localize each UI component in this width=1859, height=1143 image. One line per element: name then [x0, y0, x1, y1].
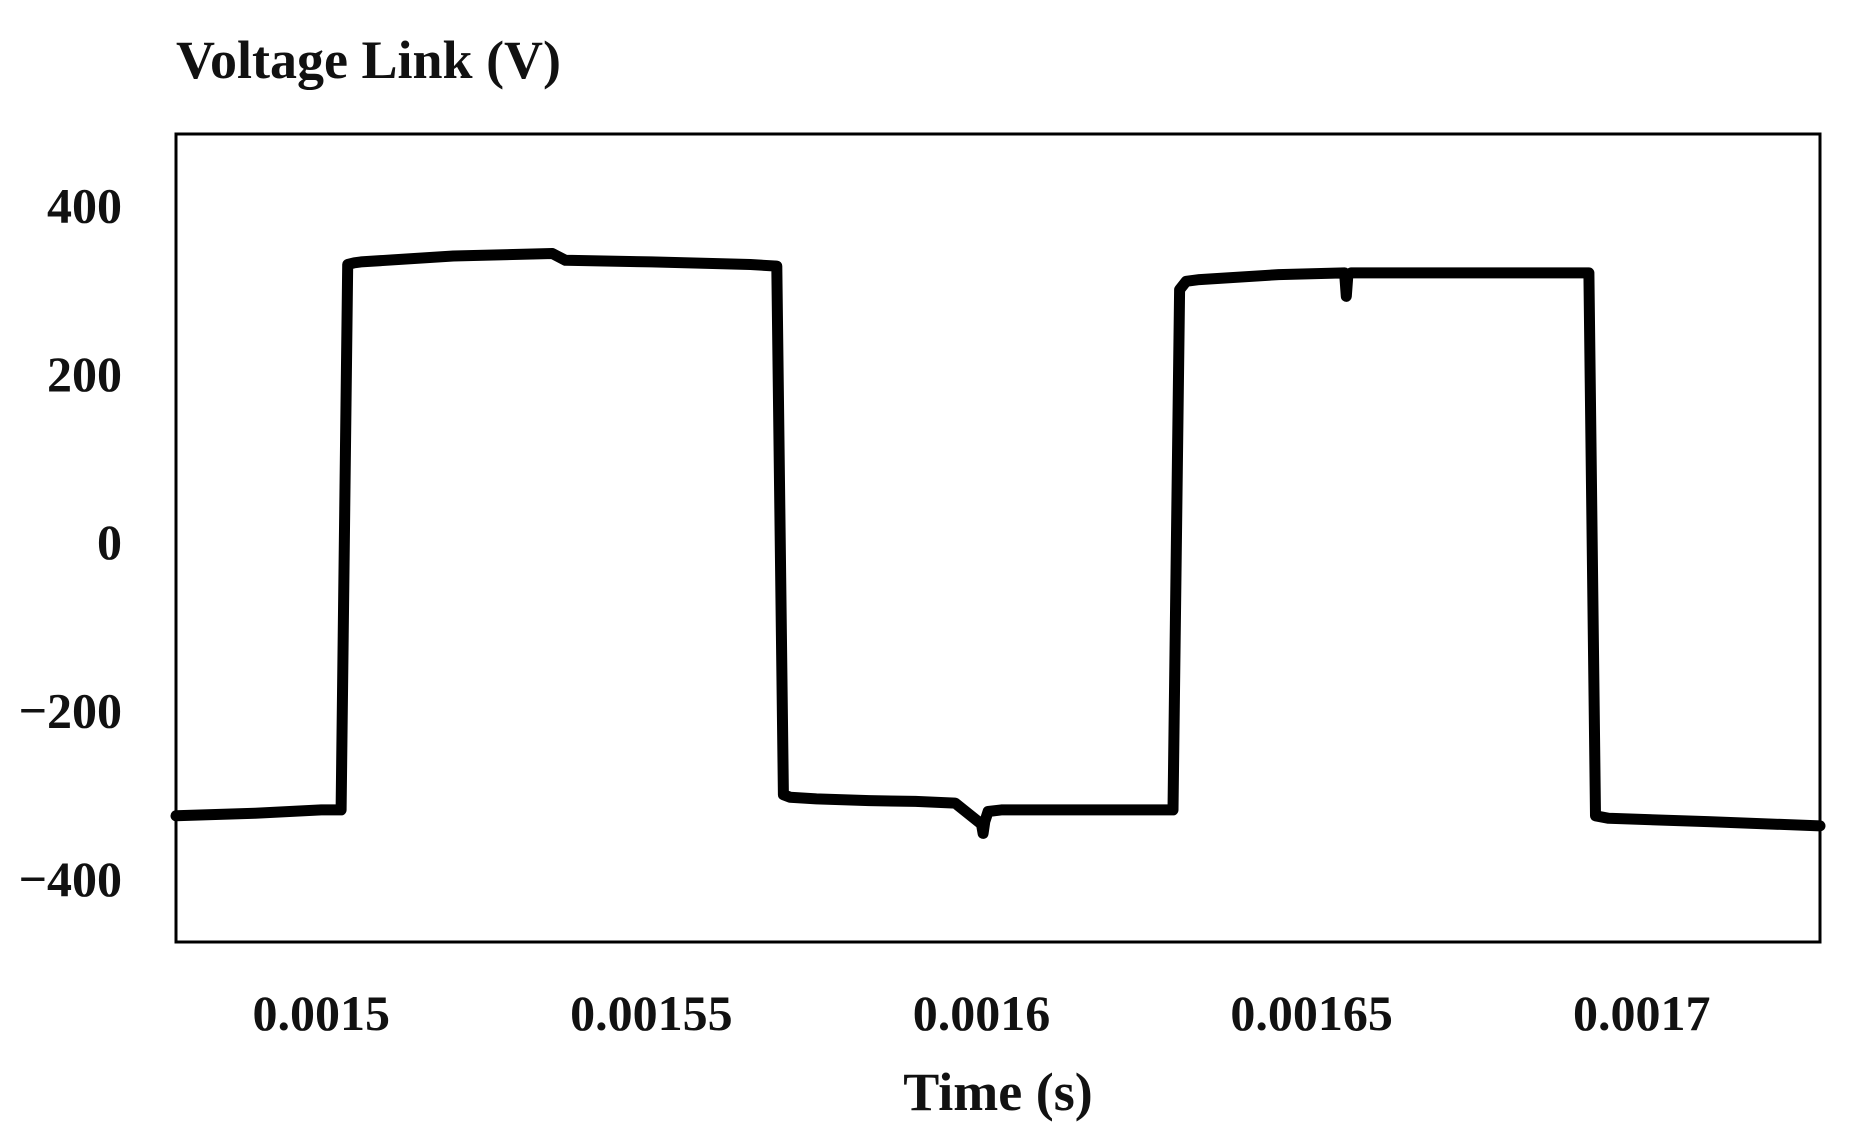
y-tick-label: −400 — [19, 851, 123, 907]
y-tick-label: 400 — [47, 178, 122, 234]
x-tick-label: 0.0016 — [913, 985, 1051, 1041]
y-axis-title: Voltage Link (V) — [176, 30, 561, 90]
x-tick-label: 0.00165 — [1230, 985, 1393, 1041]
y-tick-label: 0 — [97, 514, 122, 570]
x-tick-label: 0.0015 — [253, 985, 391, 1041]
y-tick-label: −200 — [19, 683, 123, 739]
x-axis-title: Time (s) — [903, 1062, 1092, 1122]
x-tick-labels: 0.0015 0.00155 0.0016 0.00165 0.0017 — [253, 985, 1711, 1041]
y-tick-labels: 400 200 0 −200 −400 — [19, 178, 123, 907]
voltage-link-line — [170, 248, 1826, 839]
plot-frame — [174, 132, 1822, 944]
x-tick-label: 0.0017 — [1573, 985, 1711, 1041]
x-tick-label: 0.00155 — [570, 985, 733, 1041]
y-tick-label: 200 — [47, 346, 122, 402]
